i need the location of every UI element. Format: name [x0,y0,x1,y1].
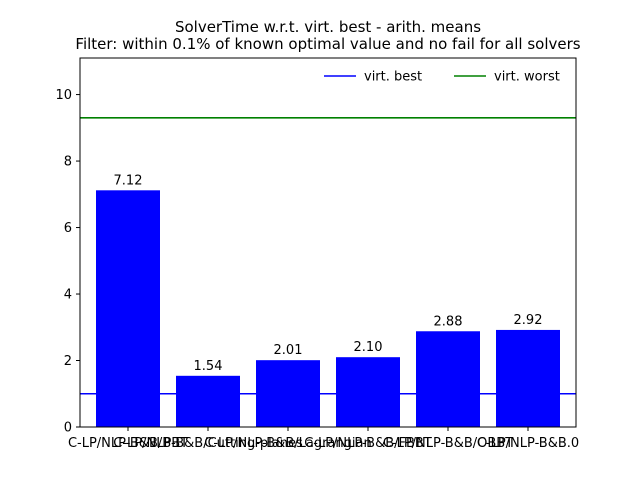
y-tick-label: 6 [64,221,72,236]
legend-label: virt. best [364,70,422,85]
x-tick-label: C-LP/NLP-B&B/OBBT [383,436,513,451]
y-axis: 0 2 4 6 8 10 [55,88,80,436]
x-tick-label: C-LP/NLP-B&B/FBBT [304,436,432,451]
bar [176,375,240,427]
y-tick-label: 2 [64,354,72,369]
bar-value-label: 7.12 [114,173,143,188]
value-labels-group: 7.12 1.54 2.01 2.10 2.88 2.92 [114,173,543,373]
chart-title: SolverTime w.r.t. virt. best - arith. me… [175,18,481,36]
x-tick-label: C-LP/NLP-B&B.0 [477,436,579,451]
x-tick-label: C-LP/NLP-B&B/Lagrangian [204,436,371,451]
bar [496,329,560,427]
chart-subtitle: Filter: within 0.1% of known optimal val… [75,35,580,53]
bar-value-label: 2.01 [274,343,303,358]
y-tick-label: 8 [64,155,72,170]
x-tick-label: C-LP/NLP-B&B/BBT [68,436,188,451]
y-tick-label: 0 [64,421,72,436]
bar [96,190,160,427]
bar-value-label: 2.88 [434,314,463,329]
legend-label: virt. worst [494,70,560,85]
y-tick-label: 4 [64,288,72,303]
bar [336,357,400,427]
legend: virt. best virt. worst [324,70,560,85]
plot-frame [79,57,577,428]
x-tick-label: C-LP/NLP-B&B/Cutting-planes [113,436,303,451]
bar-value-label: 1.54 [194,359,223,374]
x-axis: C-LP/NLP-B&B/BBTC-LP/NLP-B&B/Cutting-pla… [68,427,579,451]
bars-group [96,190,560,427]
reference-lines-group [80,117,576,395]
bar-value-label: 2.92 [514,313,543,328]
bar [416,331,480,427]
bar-value-label: 2.10 [354,340,383,355]
y-tick-label: 10 [55,88,72,103]
